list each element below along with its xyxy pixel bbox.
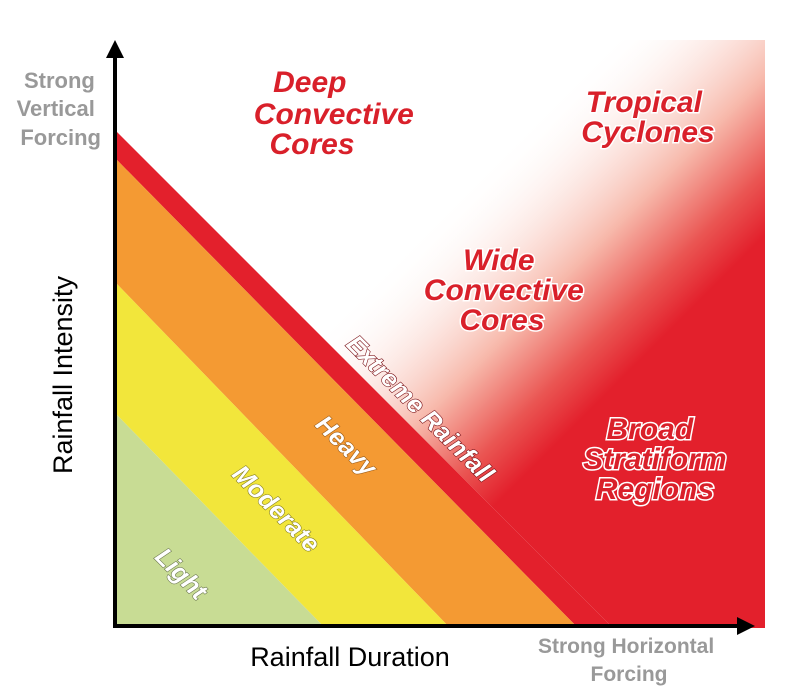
region-wide-convective-cores: Wide Convective Cores <box>424 244 592 337</box>
strong-vertical-forcing-label: Strong Vertical Forcing <box>17 68 101 150</box>
y-axis-title: Rainfall Intensity <box>48 275 78 474</box>
region-wide-line-1: Wide <box>463 244 534 277</box>
fade-zone <box>115 40 765 628</box>
vertical-forcing-line-1: Strong <box>24 68 95 93</box>
vertical-forcing-line-3: Forcing <box>20 125 101 150</box>
region-tropical-cyclones: Tropical Cyclones <box>581 86 714 149</box>
x-axis-title: Rainfall Duration <box>250 642 450 672</box>
region-tropical-line-1: Tropical <box>586 86 703 119</box>
heavy-band <box>115 158 578 628</box>
region-broad-line-1: Broad <box>606 413 693 446</box>
region-wide-line-2: Convective <box>424 274 584 307</box>
region-deep-line-2: Convective <box>254 98 414 131</box>
region-deep-line-3: Cores <box>269 128 354 161</box>
region-wide-line-3: Cores <box>459 304 544 337</box>
x-axis-arrowhead <box>737 617 755 635</box>
extreme-band <box>115 130 613 628</box>
horizontal-forcing-line-2: Forcing <box>591 663 668 686</box>
region-broad-stratiform-regions: Broad Stratiform Regions <box>583 413 735 506</box>
horizontal-forcing-line-1: Strong Horizontal <box>538 635 714 658</box>
region-broad-line-3: Regions <box>596 473 714 506</box>
vertical-forcing-line-2: Vertical <box>17 96 95 121</box>
region-deep-convective-cores: Deep Convective Cores <box>254 66 422 161</box>
light-band <box>115 413 325 628</box>
region-deep-line-1: Deep <box>273 66 346 99</box>
strong-horizontal-forcing-label: Strong Horizontal Forcing <box>538 635 720 686</box>
moderate-band <box>115 282 450 628</box>
y-axis-arrowhead <box>106 40 124 58</box>
region-tropical-line-2: Cyclones <box>581 116 714 149</box>
region-broad-line-2: Stratiform <box>583 443 726 476</box>
